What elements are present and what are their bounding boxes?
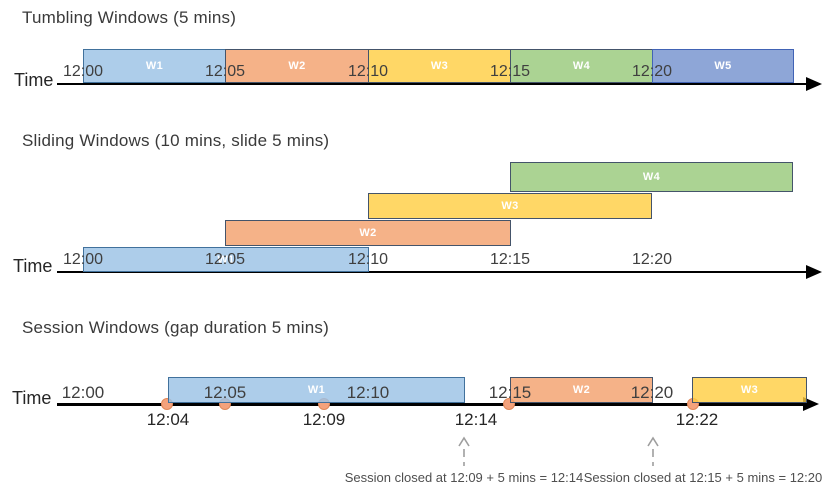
sliding-window-w2: W2 <box>225 220 511 246</box>
window-label: W1 <box>307 384 326 396</box>
event-time-label: 12:09 <box>302 410 346 429</box>
session-time-axis <box>57 403 805 406</box>
tick-label: 12:00 <box>61 383 105 402</box>
tick-label: 12:10 <box>347 251 389 268</box>
sliding-time-axis <box>57 271 808 273</box>
tumbling-window-w3: W3 <box>368 49 511 83</box>
sliding-window-w3: W3 <box>368 193 652 219</box>
session-window-w2: W2 <box>510 377 653 403</box>
tick-label: 12:05 <box>203 383 247 402</box>
window-label: W4 <box>642 171 661 183</box>
window-label: W3 <box>501 200 519 212</box>
window-label: W2 <box>288 60 306 72</box>
tick-label: 12:15 <box>489 63 531 80</box>
window-label: W1 <box>217 253 235 266</box>
window-label: W1 <box>145 60 164 72</box>
window-label: W2 <box>359 227 377 239</box>
tumbling-time-axis <box>57 83 808 85</box>
session-title: Session Windows (gap duration 5 mins) <box>22 318 329 337</box>
tick-label: 12:00 <box>62 251 104 268</box>
tumbling-window-w1: W1 <box>83 49 226 83</box>
session-close-arrow-icon <box>457 436 471 471</box>
event-time-label: 12:04 <box>146 410 190 429</box>
window-label: W5 <box>714 60 732 72</box>
tick-label: 12:20 <box>631 63 673 80</box>
window-label: W3 <box>740 384 759 396</box>
sliding-axis-arrow-icon <box>806 265 822 279</box>
session-close-arrow-icon <box>646 436 660 471</box>
session-time-label: Time <box>12 388 52 408</box>
tumbling-window-w4: W4 <box>510 49 653 83</box>
tumbling-time-label: Time <box>14 70 54 90</box>
tumbling-axis-arrow-icon <box>806 77 822 91</box>
event-time-label: 12:22 <box>675 410 719 429</box>
session-axis-arrow-icon <box>803 397 819 411</box>
tick-label: 12:20 <box>631 251 673 268</box>
window-label: W3 <box>430 60 449 72</box>
session-close-caption: Session closed at 12:09 + 5 mins = 12:14 <box>344 470 584 485</box>
session-close-caption: Session closed at 12:15 + 5 mins = 12:20 <box>583 470 823 485</box>
event-time-label: 12:14 <box>454 410 498 429</box>
tick-label: 12:15 <box>489 251 531 268</box>
sliding-window-w4: W4 <box>510 162 793 192</box>
session-window-w3: W3 <box>692 377 807 403</box>
sliding-title: Sliding Windows (10 mins, slide 5 mins) <box>22 131 330 150</box>
tumbling-window-w5: W5 <box>652 49 794 83</box>
tumbling-title: Tumbling Windows (5 mins) <box>22 8 237 27</box>
tick-label: 12:05 <box>204 251 246 268</box>
sliding-window-w1: W1 <box>83 247 369 272</box>
session-window-w1: W1 <box>168 377 465 403</box>
sliding-time-label: Time <box>13 256 53 276</box>
window-label: W2 <box>572 384 591 396</box>
tumbling-window-w2: W2 <box>225 49 369 83</box>
tick-label: 12:20 <box>630 383 674 402</box>
tick-label: 12:00 <box>62 63 104 80</box>
tick-label: 12:15 <box>488 383 532 402</box>
tick-label: 12:10 <box>346 383 390 402</box>
tick-label: 12:05 <box>204 63 246 80</box>
window-label: W4 <box>572 60 591 72</box>
tick-label: 12:10 <box>347 63 389 80</box>
